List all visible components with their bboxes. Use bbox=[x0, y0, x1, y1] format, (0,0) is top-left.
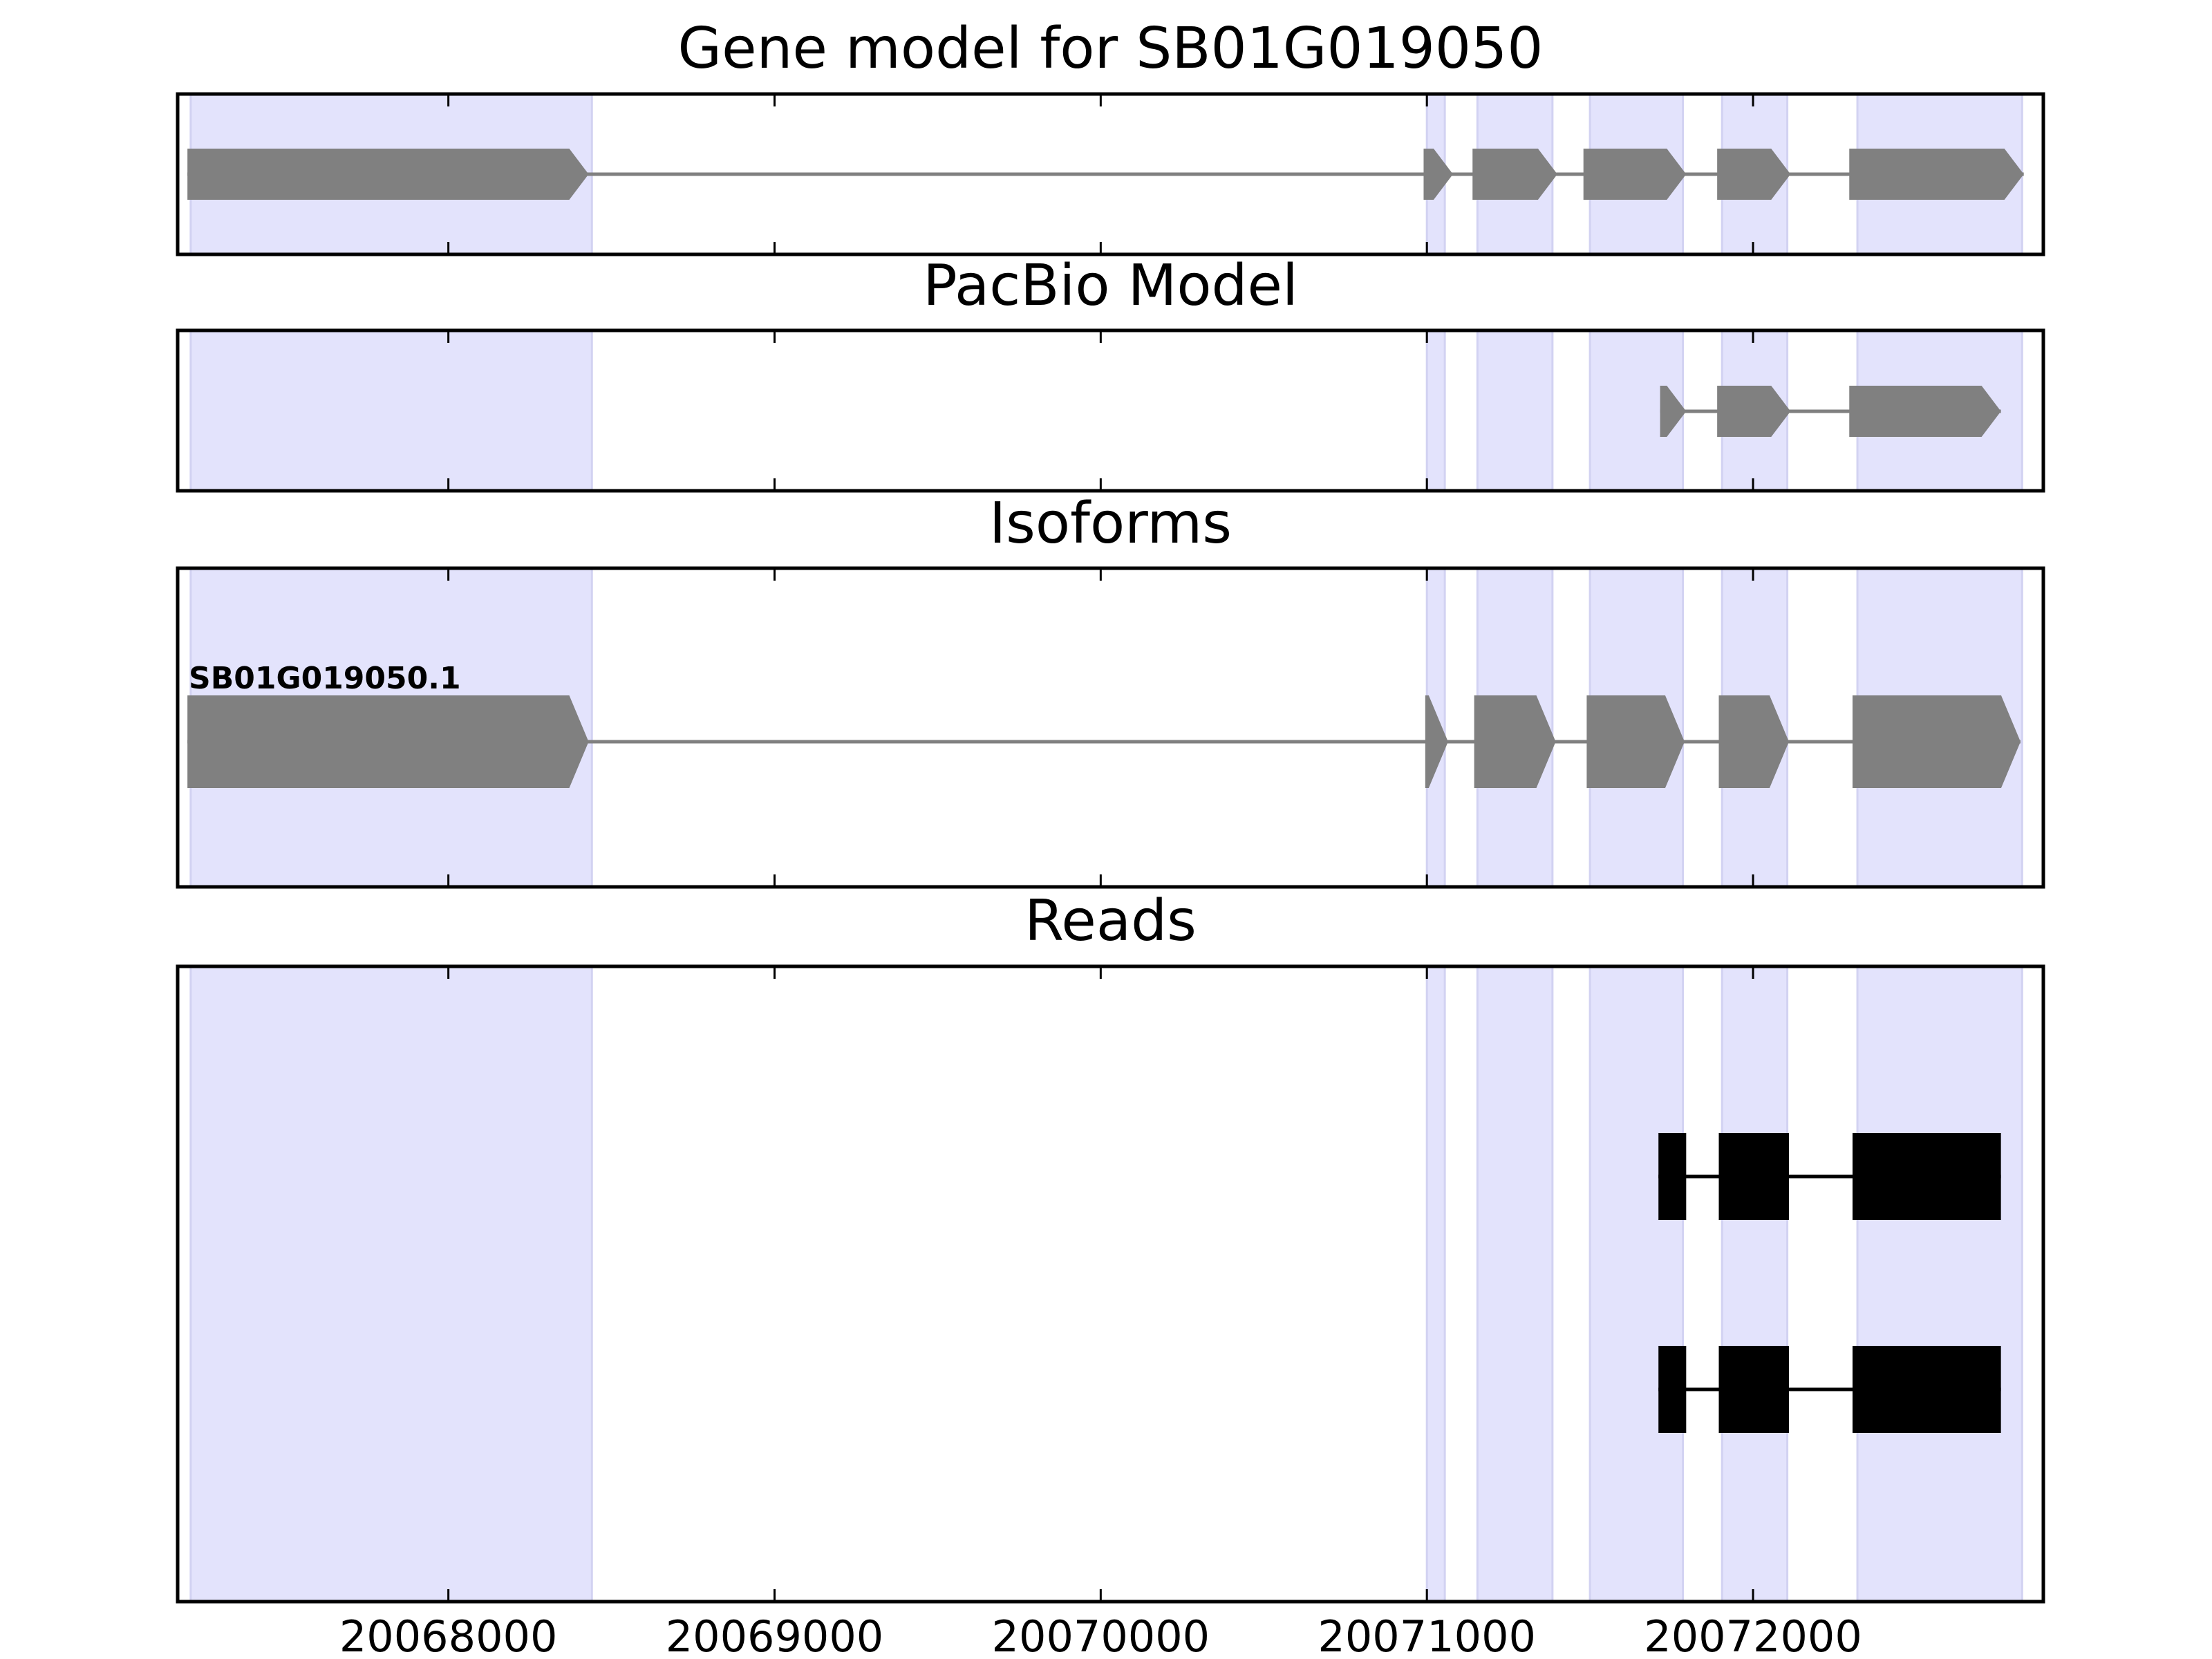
isoform-label: SB01G019050.1 bbox=[189, 661, 461, 696]
panel-title: PacBio Model bbox=[923, 253, 1298, 319]
exon-block bbox=[1423, 149, 1453, 200]
panel-frame bbox=[176, 328, 2045, 493]
exon-region-shade bbox=[1856, 965, 2023, 1603]
read-exon-block bbox=[1852, 1346, 2001, 1433]
panel-title: Reads bbox=[1024, 888, 1197, 954]
exon-region-shade bbox=[1425, 965, 1446, 1603]
exon-block bbox=[187, 695, 589, 788]
exon-block bbox=[1472, 149, 1557, 200]
exon-region-shade bbox=[1588, 965, 1685, 1603]
panel-frame bbox=[176, 92, 2045, 256]
exon-block bbox=[1849, 386, 2001, 437]
read-exon-block bbox=[1718, 1346, 1789, 1433]
exon-block bbox=[1852, 695, 2021, 788]
x-tick-label: 20071000 bbox=[1318, 1611, 1536, 1659]
panel-title: Isoforms bbox=[989, 491, 1232, 556]
panel-title: Gene model for SB01G019050 bbox=[678, 16, 1544, 82]
exon-block bbox=[1718, 695, 1789, 788]
panel-frame bbox=[176, 566, 2045, 889]
x-tick-label: 20069000 bbox=[666, 1611, 884, 1659]
x-tick-label: 20070000 bbox=[992, 1611, 1210, 1659]
read-exon-block bbox=[1718, 1133, 1789, 1220]
x-tick-label: 20068000 bbox=[339, 1611, 558, 1659]
exon-block bbox=[1849, 149, 2024, 200]
exon-block bbox=[1586, 695, 1685, 788]
read-exon-block bbox=[1852, 1133, 2001, 1220]
exon-block bbox=[187, 149, 589, 200]
panel-frame bbox=[176, 964, 2045, 1604]
exon-block bbox=[1583, 149, 1687, 200]
exon-region-shade bbox=[1476, 329, 1554, 492]
exon-block bbox=[1425, 695, 1448, 788]
exon-region-shade bbox=[189, 965, 593, 1603]
exon-block bbox=[1660, 386, 1687, 437]
exon-block bbox=[1717, 149, 1791, 200]
read-exon-block bbox=[1658, 1133, 1687, 1220]
exon-block bbox=[1717, 386, 1791, 437]
x-tick-label: 20072000 bbox=[1644, 1611, 1862, 1659]
exon-region-shade bbox=[1721, 965, 1789, 1603]
exon-block bbox=[1474, 695, 1556, 788]
read-exon-block bbox=[1658, 1346, 1687, 1433]
exon-region-shade bbox=[189, 329, 593, 492]
exon-region-shade bbox=[1476, 965, 1554, 1603]
exon-region-shade bbox=[1425, 329, 1446, 492]
